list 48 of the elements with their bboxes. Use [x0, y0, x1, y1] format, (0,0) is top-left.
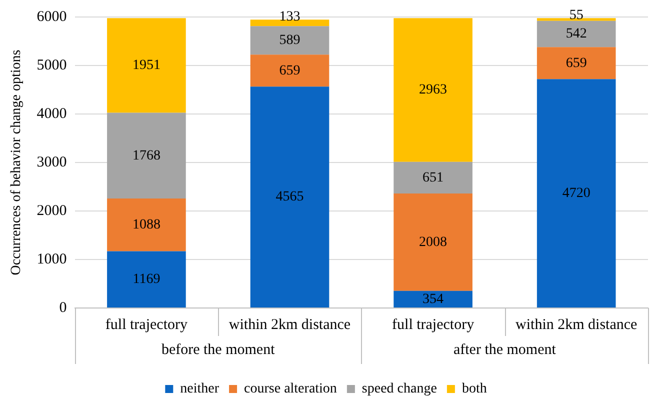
x-tick-label: within 2km distance — [516, 316, 638, 333]
bar — [536, 20, 616, 48]
y-tick-label: 2000 — [36, 202, 67, 219]
bar — [107, 18, 186, 113]
data-label: 542 — [566, 26, 587, 42]
bar — [536, 47, 616, 80]
legend-label: both — [462, 382, 487, 397]
bar — [536, 79, 616, 308]
data-label: 2963 — [419, 82, 448, 98]
legend-label: speed change — [362, 382, 437, 397]
data-label: 1951 — [132, 58, 160, 74]
bar — [250, 20, 330, 26]
x-tick-label: full trajectory — [105, 316, 188, 333]
bar — [394, 290, 472, 308]
bar — [250, 86, 330, 308]
x-tick-label: within 2km distance — [228, 316, 351, 333]
text: before the moment — [161, 342, 276, 358]
y-axis-title: Occurrences of behavior change options — [9, 50, 24, 276]
y-tick-label: 6000 — [36, 8, 67, 25]
legend-label: neither — [180, 382, 220, 397]
data-label: 4720 — [562, 186, 590, 201]
bar — [107, 112, 186, 199]
data-label: 1088 — [132, 218, 160, 233]
bar — [394, 193, 472, 291]
data-label: 354 — [422, 292, 444, 307]
text: after the moment — [453, 342, 557, 358]
bar — [394, 18, 472, 162]
data-label: 651 — [422, 170, 444, 186]
bar — [250, 26, 330, 55]
bar — [107, 251, 186, 308]
data-label: 1768 — [132, 148, 160, 164]
data-label: 4565 — [276, 190, 304, 205]
y-tick-label: 4000 — [36, 106, 67, 122]
bar — [394, 162, 472, 194]
y-tick-label: 5000 — [36, 57, 67, 74]
data-label: 2008 — [419, 234, 448, 250]
y-tick-label: 0 — [59, 300, 67, 316]
data-label: 659 — [566, 56, 587, 71]
x-tick-label: full trajectory — [392, 316, 475, 333]
bar — [250, 54, 330, 87]
legend-label: course alteration — [244, 382, 337, 397]
bar — [536, 18, 616, 21]
bar — [107, 198, 186, 252]
data-label: 659 — [279, 63, 300, 78]
data-label: 589 — [279, 33, 300, 48]
y-tick-label: 1000 — [36, 251, 67, 268]
y-tick-label: 3000 — [36, 154, 67, 170]
data-label: 1169 — [132, 272, 160, 288]
